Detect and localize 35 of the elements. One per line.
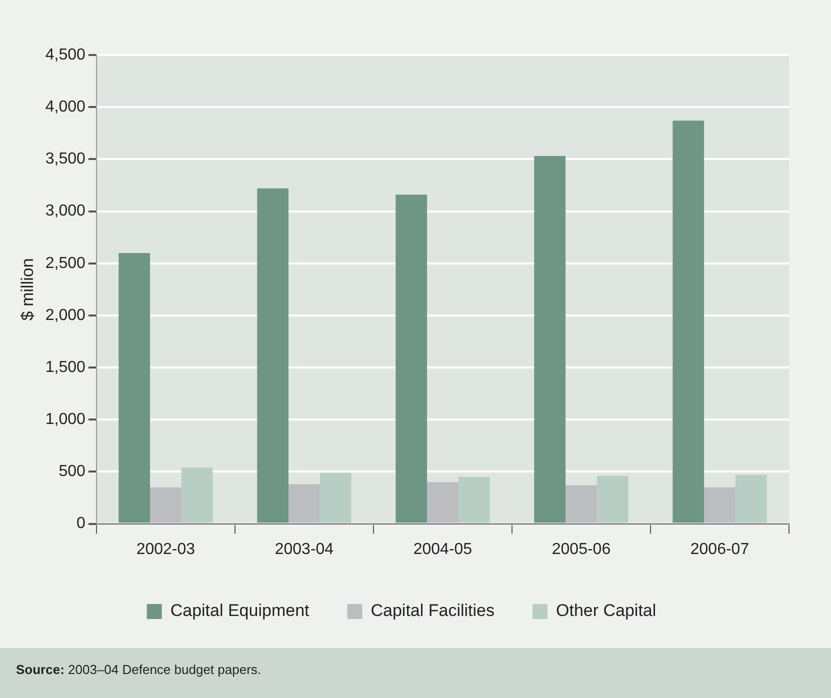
- x-tick-label: 2006-07: [690, 540, 750, 558]
- y-tick-label: 1,000: [45, 411, 86, 428]
- y-tick-label: 4,500: [45, 46, 86, 64]
- bar: [596, 476, 628, 523]
- x-tick-label: 2004-05: [413, 540, 472, 558]
- bar: [257, 188, 289, 523]
- bar: [704, 487, 736, 523]
- bar: [672, 120, 704, 523]
- bar: [534, 156, 566, 523]
- legend-label: Capital Facilities: [370, 601, 495, 620]
- bar: [566, 485, 597, 523]
- x-tick-label: 2003-04: [274, 540, 334, 558]
- bar: [458, 476, 490, 523]
- x-tick-label: 2002-03: [136, 540, 196, 558]
- y-tick-label: 1,500: [45, 358, 86, 376]
- y-tick-label: 2,000: [45, 306, 86, 324]
- bar: [735, 474, 767, 523]
- legend-label: Capital Equipment: [170, 601, 310, 620]
- y-tick-label: 2,500: [45, 254, 86, 272]
- bar: [181, 468, 213, 523]
- bar: [150, 487, 182, 523]
- bar: [396, 194, 428, 523]
- y-tick-label: 3,500: [45, 150, 86, 168]
- bar: [118, 252, 150, 523]
- source-note: Source: 2003–04 Defence budget papers.: [16, 662, 262, 677]
- x-tick-label: 2005-06: [552, 540, 611, 558]
- y-tick-label: 3,000: [45, 202, 86, 220]
- y-tick-label: 0: [76, 515, 86, 532]
- bar: [288, 484, 320, 523]
- y-axis-title: $ million: [18, 258, 37, 321]
- bar: [320, 472, 352, 523]
- legend-label: Other Capital: [556, 601, 656, 620]
- y-tick-label: 500: [58, 463, 86, 480]
- bar: [427, 482, 458, 523]
- y-tick-label: 4,000: [45, 98, 86, 116]
